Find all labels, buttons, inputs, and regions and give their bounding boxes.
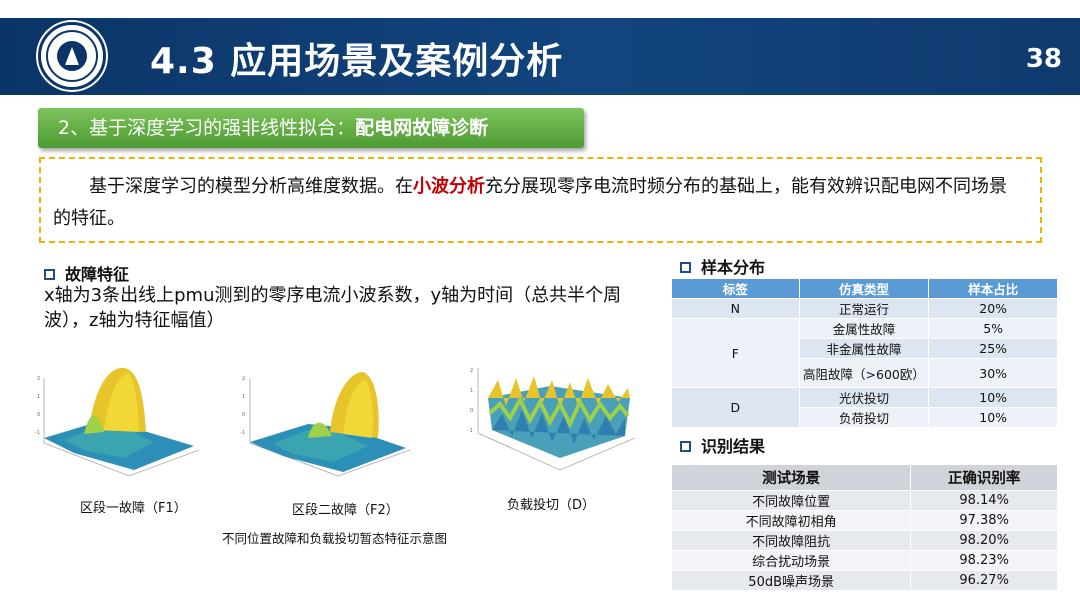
scenario-cell: 不同故障位置 (670, 490, 912, 511)
sample-heading: 样本分布 (680, 254, 765, 278)
label-cell: D (671, 387, 800, 428)
label-cell: F (671, 318, 800, 388)
column-header: 正确识别率 (910, 464, 1058, 491)
table-row: D 光伏投切 10% (671, 387, 1058, 428)
column-header: 样本占比 (928, 278, 1058, 299)
column-header: 测试场景 (670, 464, 912, 491)
column-header: 标签 (671, 278, 800, 299)
table-row: 不同故障初相角 97.38% (670, 510, 1058, 531)
rate-cell: 98.20% (910, 530, 1058, 551)
ratio-cell: 20% (928, 298, 1058, 319)
table-row: 不同故障阻抗 98.20% (670, 530, 1058, 551)
type-cell: 非金属性故障 (798, 338, 930, 359)
rate-cell: 97.38% (910, 510, 1058, 531)
svg-text:1: 1 (470, 388, 473, 394)
results-table-header: 测试场景 正确识别率 (670, 464, 1058, 491)
rate-cell: 98.23% (910, 550, 1058, 571)
intro-highlight: 小波分析 (413, 176, 485, 197)
surface-plot-f1: 2 1 0 -1 (35, 367, 200, 477)
table-row: N 正常运行 20% (671, 298, 1058, 319)
ratio-cell: 10% (928, 387, 1058, 408)
sample-table-header: 标签 仿真类型 样本占比 (671, 278, 1058, 299)
table-row: F 金属性故障 5% (671, 318, 1058, 388)
figure-caption: 不同位置故障和负载投切暂态特征示意图 (222, 531, 448, 546)
svg-text:1: 1 (37, 394, 40, 400)
sample-table: 标签 仿真类型 样本占比 N 正常运行 20% F 金属性故障 5% 非金属性故… (671, 278, 1058, 428)
svg-text:-1: -1 (240, 430, 245, 436)
svg-text:0: 0 (242, 412, 245, 418)
ratio-cell: 10% (928, 407, 1058, 428)
results-heading-text: 识别结果 (701, 437, 766, 456)
title-banner (0, 18, 1080, 95)
intro-text-1: 基于深度学习的模型分析高维度数据。在 (89, 176, 413, 197)
subtitle-bar: 2、基于深度学习的强非线性拟合：配电网故障诊断 (38, 108, 584, 148)
table-row: 负荷投切 10% (672, 407, 1058, 428)
features-heading: 故障特征 (44, 261, 129, 285)
ratio-cell: 5% (928, 318, 1058, 339)
features-description: x轴为3条出线上pmu测到的零序电流小波系数，y轴为时间（总共半个周波），z轴为… (44, 285, 622, 331)
rate-cell: 98.14% (910, 490, 1058, 511)
type-cell: 负荷投切 (798, 407, 930, 428)
scenario-cell: 50dB噪声场景 (670, 570, 912, 591)
type-cell: 光伏投切 (798, 387, 930, 408)
seal-core (57, 41, 87, 71)
plot-caption-f2: 区段二故障（F2） (292, 503, 399, 518)
scenario-cell: 不同故障阻抗 (670, 530, 912, 551)
subtitle-bold: 配电网故障诊断 (355, 117, 489, 139)
svg-text:2: 2 (242, 376, 245, 382)
square-bullet-icon (680, 441, 691, 452)
svg-text:2: 2 (37, 376, 40, 382)
plot-caption-d: 负载投切（D） (507, 498, 596, 513)
type-cell: 金属性故障 (798, 318, 930, 339)
slide-title: 4.3 应用场景及案例分析 (150, 41, 564, 82)
svg-text:1: 1 (242, 394, 245, 400)
university-seal-icon (38, 22, 106, 90)
sample-heading-text: 样本分布 (701, 258, 766, 277)
column-header: 仿真类型 (798, 278, 930, 299)
label-cell: N (671, 298, 800, 319)
ratio-cell: 30% (928, 358, 1058, 388)
surface-plot-f2: 2 1 0 -1 (240, 372, 411, 477)
scenario-cell: 综合扰动场景 (670, 550, 912, 571)
svg-text:-1: -1 (35, 430, 40, 436)
results-table: 测试场景 正确识别率 不同故障位置 98.14% 不同故障初相角 97.38% … (670, 464, 1058, 591)
type-cell: 正常运行 (798, 298, 930, 319)
table-row: 50dB噪声场景 96.27% (670, 570, 1058, 591)
subtitle-prefix: 2、基于深度学习的强非线性拟合： (58, 117, 356, 139)
features-heading-text: 故障特征 (65, 265, 130, 284)
intro-text-2: 充分展现零序电流时频分布的基础上，能有效辨识配电网不同场景的特征。 (53, 176, 1007, 229)
rate-cell: 96.27% (910, 570, 1058, 591)
plot-caption-f1: 区段一故障（F1） (80, 501, 187, 516)
svg-text:0: 0 (470, 408, 473, 414)
square-bullet-icon (44, 269, 55, 280)
table-row: 非金属性故障 25% (672, 338, 1058, 359)
ratio-cell: 25% (928, 338, 1058, 359)
page-number: 38 (1025, 44, 1062, 74)
svg-text:0: 0 (37, 412, 40, 418)
seal-ring (46, 30, 98, 82)
svg-text:-1: -1 (468, 428, 473, 434)
type-cell: 高阻故障（>600欧） (798, 358, 930, 388)
table-row: 综合扰动场景 98.23% (670, 550, 1058, 571)
square-bullet-icon (680, 262, 691, 273)
surface-plot-d: 2 1 0 -1 (468, 368, 636, 471)
svg-text:2: 2 (470, 368, 473, 374)
table-row: 不同故障位置 98.14% (670, 490, 1058, 511)
results-heading: 识别结果 (680, 433, 765, 457)
intro-box: 基于深度学习的模型分析高维度数据。在小波分析充分展现零序电流时频分布的基础上，能… (39, 157, 1042, 243)
scenario-cell: 不同故障初相角 (670, 510, 912, 531)
